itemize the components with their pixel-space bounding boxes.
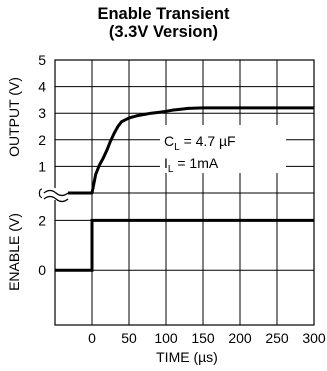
output-y-tick-label: 5 <box>38 52 46 68</box>
output-y-tick-label: 2 <box>38 132 46 148</box>
tick-labels: 01234502050100150200250300 <box>38 52 326 346</box>
axis-break-icon <box>42 188 69 203</box>
x-tick-label: 50 <box>121 330 137 346</box>
output-y-tick-label: 3 <box>38 105 46 121</box>
output-voltage-line <box>55 106 314 195</box>
output-axis-label: OUTPUT (V) <box>6 77 22 157</box>
chart-subtitle: (3.3V Version) <box>108 23 219 41</box>
chart-title: Enable Transient <box>97 5 230 23</box>
enable-y-tick-label: 2 <box>38 212 46 228</box>
enable-axis-label: ENABLE (V) <box>6 213 22 291</box>
x-tick-label: 150 <box>191 330 215 346</box>
enable-y-tick-label: 0 <box>38 262 46 278</box>
x-tick-label: 200 <box>228 330 252 346</box>
load-annotation: CL = 4.7 µF IL = 1mA <box>160 125 286 175</box>
x-tick-label: 0 <box>88 330 96 346</box>
data-curves <box>55 106 314 272</box>
enable-voltage-line <box>55 218 314 272</box>
x-tick-label: 250 <box>265 330 289 346</box>
x-tick-label: 100 <box>154 330 178 346</box>
output-y-tick-label: 4 <box>38 79 46 95</box>
time-axis-label: TIME (µs) <box>156 349 218 365</box>
x-tick-label: 300 <box>302 330 326 346</box>
annotation-cl: CL = 4.7 µF <box>164 133 236 153</box>
enable-grid <box>54 193 315 325</box>
annotation-il: IL = 1mA <box>164 155 219 175</box>
output-y-tick-label: 1 <box>38 158 46 174</box>
